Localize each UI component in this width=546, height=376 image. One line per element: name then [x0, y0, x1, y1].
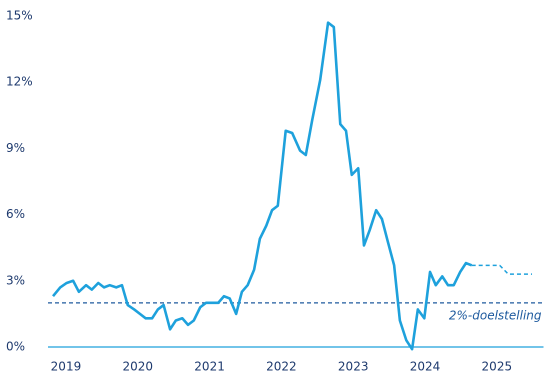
x-tick-label: 2021 [194, 360, 225, 374]
y-tick-label: 15% [6, 9, 33, 23]
y-tick-label: 0% [6, 339, 25, 353]
y-tick-label: 6% [6, 207, 25, 221]
series-line [471, 264, 533, 275]
x-tick-label: 2024 [410, 360, 441, 374]
target-label: 2%-doelstelling [449, 308, 542, 322]
y-tick-label: 3% [6, 273, 25, 287]
x-tick-label: 2019 [51, 360, 82, 374]
x-tick-label: 2020 [122, 360, 153, 374]
x-tick-label: 2023 [338, 360, 369, 374]
y-tick-label: 12% [6, 75, 33, 89]
series-line [52, 21, 473, 351]
x-tick-label: 2025 [482, 360, 513, 374]
y-tick-label: 9% [6, 141, 25, 155]
x-tick-label: 2022 [266, 360, 297, 374]
